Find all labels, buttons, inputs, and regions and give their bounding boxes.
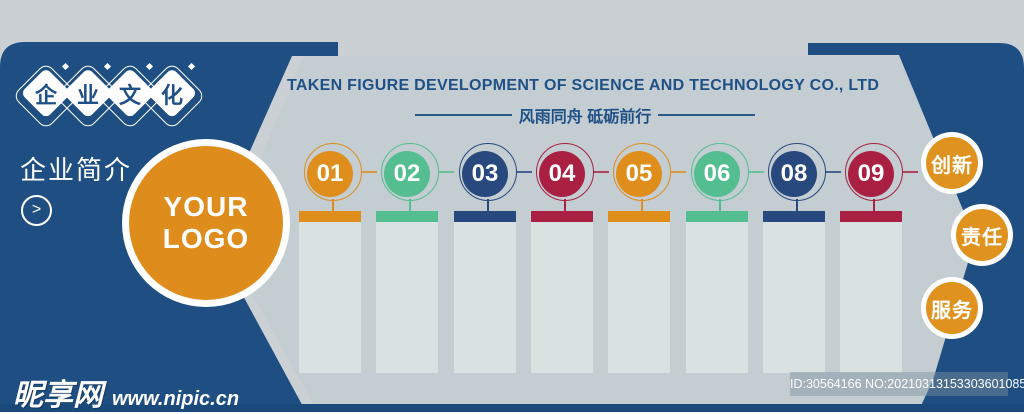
- step-connector-line: [670, 171, 686, 173]
- logo-inner-circle: YOUR LOGO: [129, 146, 283, 300]
- value-label: 服务: [926, 282, 978, 334]
- step-color-bar: [840, 211, 902, 222]
- step-number-circle: 03: [462, 151, 508, 197]
- logo-text-line2: LOGO: [162, 223, 250, 254]
- step-number: 03: [471, 160, 499, 187]
- step-number: 05: [625, 160, 653, 187]
- step-number: 04: [548, 160, 576, 187]
- step-item: 02: [376, 140, 454, 373]
- slogan-right-line: [658, 114, 755, 116]
- step-color-bar: [763, 211, 825, 222]
- watermark: 昵享网 www.nipic.cn: [13, 370, 239, 414]
- step-connector-line: [902, 171, 918, 173]
- step-text-panel: [686, 222, 748, 373]
- value-circle-responsibility: 责任: [951, 204, 1013, 266]
- step-connector-line: [593, 171, 609, 173]
- step-number: 09: [857, 160, 885, 187]
- step-number: 01: [316, 160, 344, 187]
- step-item: 08: [763, 140, 841, 373]
- step-elbow-line: [487, 199, 489, 212]
- step-number-circle: 08: [771, 151, 817, 197]
- step-item: 09: [840, 140, 918, 373]
- step-connector-line: [516, 171, 532, 173]
- step-color-bar: [376, 211, 438, 222]
- step-text-panel: [840, 222, 902, 373]
- step-text-panel: [376, 222, 438, 373]
- value-label: 责任: [956, 209, 1008, 261]
- step-number-circle: 05: [616, 151, 662, 197]
- step-number: 08: [780, 160, 808, 187]
- step-item: 04: [531, 140, 609, 373]
- image-id-badge: ID:30564166 NO:20210313153303601085: [790, 372, 1024, 396]
- step-number-circle: 04: [539, 151, 585, 197]
- step-connector-line: [361, 171, 377, 173]
- step-item: 01: [299, 140, 377, 373]
- culture-char: 化: [160, 82, 184, 108]
- culture-char: 企: [34, 82, 58, 108]
- step-number: 02: [393, 160, 421, 187]
- step-item: 06: [686, 140, 764, 373]
- step-color-bar: [454, 211, 516, 222]
- step-text-panel: [299, 222, 361, 373]
- culture-char: 业: [76, 82, 100, 108]
- value-circle-innovation: 创新: [921, 132, 983, 194]
- step-color-bar: [531, 211, 593, 222]
- step-elbow-line: [873, 199, 875, 212]
- step-color-bar: [686, 211, 748, 222]
- company-title: TAKEN FIGURE DEVELOPMENT OF SCIENCE AND …: [287, 77, 880, 94]
- step-number-circle: 01: [307, 151, 353, 197]
- step-number-circle: 09: [848, 151, 894, 197]
- step-number-circle: 06: [694, 151, 740, 197]
- logo-text-line1: YOUR: [163, 190, 249, 222]
- step-text-panel: [608, 222, 670, 373]
- step-elbow-line: [719, 199, 721, 212]
- watermark-site-name: 昵享网: [13, 379, 103, 412]
- step-connector-line: [825, 171, 841, 173]
- slogan-text: 风雨同舟 砥砺前行: [518, 109, 652, 126]
- step-number-circle: 02: [384, 151, 430, 197]
- watermark-site-url: www.nipic.cn: [112, 388, 240, 410]
- slogan-row: 风雨同舟 砥砺前行: [415, 103, 755, 127]
- chevron-right-button[interactable]: >: [21, 195, 52, 226]
- culture-char: 文: [118, 82, 142, 108]
- step-item: 03: [454, 140, 532, 373]
- section-title: 企业简介: [20, 155, 133, 185]
- step-text-panel: [763, 222, 825, 373]
- step-elbow-line: [409, 199, 411, 212]
- step-connector-line: [748, 171, 764, 173]
- step-elbow-line: [641, 199, 643, 212]
- bottom-blue-strip: [0, 404, 1024, 412]
- step-color-bar: [299, 211, 361, 222]
- chevron-right-icon: >: [31, 200, 42, 218]
- logo-circle: YOUR LOGO: [122, 139, 290, 307]
- step-text-panel: [531, 222, 593, 373]
- value-circle-service: 服务: [921, 277, 983, 339]
- step-text-panel: [454, 222, 516, 373]
- step-elbow-line: [564, 199, 566, 212]
- step-connector-line: [438, 171, 454, 173]
- value-label: 创新: [926, 137, 978, 189]
- step-elbow-line: [332, 199, 334, 212]
- step-number: 06: [703, 160, 731, 187]
- step-item: 05: [608, 140, 686, 373]
- step-elbow-line: [796, 199, 798, 212]
- step-color-bar: [608, 211, 670, 222]
- slogan-left-line: [415, 114, 512, 116]
